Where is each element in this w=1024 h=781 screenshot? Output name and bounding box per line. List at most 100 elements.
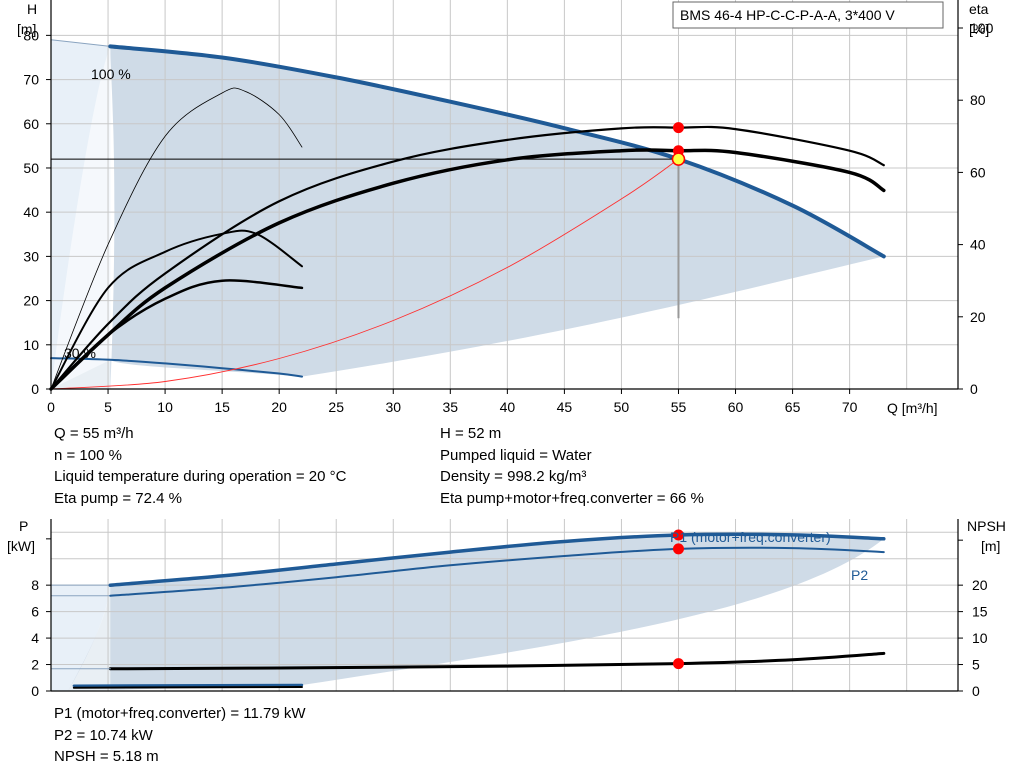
top-yl-tick-8: 80 xyxy=(23,27,39,43)
p1-series-label: P1 (motor+freq.converter) xyxy=(670,529,831,545)
top-yr-tick-1: 20 xyxy=(970,309,986,325)
top-yl-tick-1: 10 xyxy=(23,337,39,353)
top-x-tick-11: 55 xyxy=(671,399,687,415)
p2-marker xyxy=(672,543,684,555)
top-x-tick-8: 40 xyxy=(500,399,516,415)
p2-curve xyxy=(109,546,885,597)
info-eta-pump: Eta pump = 72.4 % xyxy=(54,489,182,507)
annotation-100-percent: 100 % xyxy=(91,66,131,82)
top-x-tick-2: 10 xyxy=(157,399,173,415)
eta-total-curve-30-percent xyxy=(49,279,304,391)
p1-curve xyxy=(108,532,886,587)
top-markers xyxy=(51,122,686,319)
p2-curve-30-percent xyxy=(72,686,303,689)
annotation-30-percent: 30 % xyxy=(64,345,96,361)
top-yl-tick-4: 40 xyxy=(23,204,39,220)
head-curve-extension xyxy=(50,39,111,47)
top-x-tick-3: 15 xyxy=(214,399,230,415)
info-density: Density = 998.2 kg/m³ xyxy=(440,468,587,485)
top-x-tick-9: 45 xyxy=(557,399,573,415)
bottom-yr-tick-3: 15 xyxy=(972,604,988,620)
p1-marker xyxy=(672,529,684,541)
info-head: H = 52 m xyxy=(440,425,502,442)
bottom-grid xyxy=(51,519,958,691)
bottom-curves xyxy=(50,532,886,689)
info-top-right: H = 52 m Pumped liquid = Water Density =… xyxy=(440,423,704,509)
top-yr-tick-3: 60 xyxy=(970,164,986,180)
bottom-yl-tick-3: 6 xyxy=(31,604,39,620)
chart-title: BMS 46-4 HP-C-C-P-A-A, 3*400 V xyxy=(680,7,895,23)
info-p1: P1 (motor+freq.converter) = 11.79 kW xyxy=(54,705,306,722)
bottom-yr-tick-2: 10 xyxy=(972,630,988,646)
eta-pump-curve-30-percent xyxy=(50,229,303,390)
top-x-tick-14: 70 xyxy=(842,399,858,415)
bottom-yr-tick-4: 20 xyxy=(972,577,988,593)
top-curves xyxy=(49,39,886,391)
eta-pump-marker xyxy=(672,122,684,134)
top-x-tick-12: 60 xyxy=(728,399,744,415)
top-axes xyxy=(46,0,963,394)
y-left-label-name: H xyxy=(27,1,37,17)
eta-pump-curve xyxy=(49,125,885,391)
title-box xyxy=(672,1,944,29)
top-yl-tick-5: 50 xyxy=(23,160,39,176)
info-speed: n = 100 % xyxy=(54,446,122,464)
top-x-tick-6: 30 xyxy=(385,399,401,415)
info-flow: Q = 55 m³/h xyxy=(54,425,134,442)
bottom-yr-tick-1: 5 xyxy=(972,657,980,673)
top-yl-tick-3: 30 xyxy=(23,248,39,264)
head-curve-30-percent xyxy=(50,357,303,378)
top-x-tick-5: 25 xyxy=(328,399,344,415)
envelope-operating-area xyxy=(51,46,884,390)
info-bottom: P1 (motor+freq.converter) = 11.79 kW P2 … xyxy=(54,703,306,768)
npsh-axis-label-unit: [m] xyxy=(981,538,1000,554)
p2-series-label: P2 xyxy=(851,567,868,583)
npsh-curve xyxy=(108,651,886,671)
info-pumped-liquid: Pumped liquid = Water xyxy=(440,446,592,464)
y-right-label-name: eta xyxy=(969,1,989,17)
npsh-marker xyxy=(672,658,684,670)
top-x-tick-0: 0 xyxy=(47,399,55,415)
info-p2: P2 = 10.74 kW xyxy=(54,726,153,744)
top-yr-tick-4: 80 xyxy=(970,92,986,108)
top-x-tick-10: 50 xyxy=(614,399,630,415)
top-x-tick-1: 5 xyxy=(104,399,112,415)
bottom-yl-tick-2: 4 xyxy=(31,630,39,646)
p-axis-label-unit: [kW] xyxy=(7,538,35,554)
top-x-tick-4: 20 xyxy=(271,399,287,415)
info-eta-total: Eta pump+motor+freq.converter = 66 % xyxy=(440,489,704,507)
p-axis-label-name: P xyxy=(19,518,28,534)
top-yl-tick-6: 60 xyxy=(23,116,39,132)
bottom-tick-labels: 0 2 4 6 8 0 5 10 15 20 xyxy=(31,577,988,699)
top-yl-tick-0: 0 xyxy=(31,381,39,397)
top-yr-tick-2: 40 xyxy=(970,237,986,253)
head-curve-100-percent xyxy=(108,44,886,259)
npsh-axis-label-name: NPSH xyxy=(967,518,1006,534)
bottom-axes xyxy=(46,519,963,692)
info-top-left: Q = 55 m³/h n = 100 % Liquid temperature… xyxy=(54,423,346,509)
top-yr-tick-0: 0 xyxy=(970,381,978,397)
x-axis-label: Q [m³/h] xyxy=(887,400,938,416)
top-yl-tick-2: 20 xyxy=(23,293,39,309)
bottom-yl-tick-4: 8 xyxy=(31,577,39,593)
info-liquid-temperature: Liquid temperature during operation = 20… xyxy=(54,468,347,485)
envelope-left-fade xyxy=(51,46,111,390)
bottom-yl-tick-0: 0 xyxy=(31,683,39,699)
bottom-markers xyxy=(672,529,684,670)
system-curve xyxy=(50,158,679,390)
top-x-tick-13: 65 xyxy=(785,399,801,415)
top-operating-envelope xyxy=(51,39,884,390)
bottom-yl-tick-1: 2 xyxy=(31,657,39,673)
y-right-label-unit: [%] xyxy=(969,21,989,37)
top-x-tick-7: 35 xyxy=(443,399,459,415)
info-npsh: NPSH = 5.18 m xyxy=(54,748,159,765)
bottom-yr-tick-0: 0 xyxy=(972,683,980,699)
eta-curve-30-percent-thin xyxy=(50,87,303,390)
top-yr-tick-5: 100 xyxy=(970,20,994,36)
bottom-envelope-operating-area xyxy=(68,534,884,691)
top-yl-tick-7: 70 xyxy=(23,72,39,88)
duty-point-marker xyxy=(671,152,686,166)
top-tick-labels: 0 5 10 15 20 25 30 35 40 45 50 55 60 65 70 0 10 20 30 40 50 6… xyxy=(23,20,993,415)
y-left-label-unit: [m] xyxy=(17,21,36,37)
